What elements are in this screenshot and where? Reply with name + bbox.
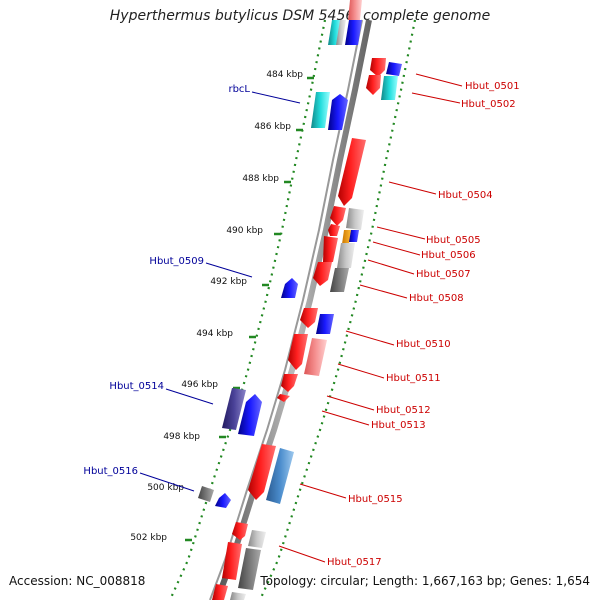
kbp-label-494: 494 kbp (196, 329, 233, 339)
label-hbut-0510[interactable]: Hbut_0510 (396, 339, 451, 350)
label-hbut-0502[interactable]: Hbut_0502 (461, 99, 516, 110)
gene-hbut-0508[interactable] (330, 268, 349, 292)
gene-hbut-0501[interactable] (370, 58, 386, 77)
kbp-label-496: 496 kbp (181, 380, 218, 390)
label-hbut-0508[interactable]: Hbut_0508 (409, 293, 464, 304)
gene-reverse-top-blue[interactable] (345, 20, 362, 45)
gene-hbut-0517b[interactable] (222, 542, 242, 580)
gene-hbut-0505b[interactable] (328, 224, 340, 236)
map-title: Hyperthermus butylicus DSM 5456, complet… (109, 8, 491, 24)
gene-hbut-0517[interactable] (248, 530, 266, 548)
kbp-tick-marks (185, 76, 314, 542)
gene-reverse-top-gray[interactable] (336, 20, 346, 45)
gene-bottom-gray[interactable] (230, 592, 246, 600)
gene-hbut-0516[interactable] (198, 486, 214, 502)
gene-hbut-0510a[interactable] (300, 308, 318, 328)
kbp-label-502: 502 kbp (130, 533, 167, 543)
kbp-label-484: 484 kbp (266, 70, 303, 80)
gene-hbut-0514[interactable] (222, 388, 246, 430)
gene-hbut-0501b[interactable] (386, 62, 402, 76)
gene-hbut-0508a[interactable] (313, 262, 332, 286)
gene-hbut-0507a[interactable] (323, 236, 338, 262)
kbp-label-492: 492 kbp (210, 277, 247, 287)
gene-hbut-0507[interactable] (337, 243, 355, 268)
gene-forward-top-pink[interactable] (348, 0, 362, 20)
label-hbut-0511[interactable]: Hbut_0511 (386, 373, 441, 384)
gene-hbut-0502[interactable] (381, 76, 398, 100)
kbp-label-490: 490 kbp (226, 226, 263, 236)
kbp-label-486: 486 kbp (254, 122, 291, 132)
kbp-label-498: 498 kbp (163, 432, 200, 442)
gene-hbut-0512[interactable] (281, 374, 298, 392)
reverse-leader-lines (139, 91, 301, 492)
label-hbut-0507[interactable]: Hbut_0507 (416, 269, 471, 280)
gene-hbut-0505[interactable] (346, 208, 364, 230)
gene-hbut-0517a[interactable] (232, 522, 248, 540)
gene-hbut-0504[interactable] (338, 138, 366, 206)
forward-strand-guide (258, 19, 417, 600)
gene-rbcl[interactable] (311, 92, 330, 128)
topology-text: Topology: circular; Length: 1,667,163 bp… (260, 574, 590, 588)
label-hbut-0517[interactable]: Hbut_0517 (327, 557, 382, 568)
gene-hbut-0511a[interactable] (288, 334, 308, 370)
label-hbut-0515[interactable]: Hbut_0515 (348, 494, 403, 505)
forward-leader-lines (278, 73, 463, 563)
accession-text: Accession: NC_008818 (9, 574, 146, 588)
label-hbut-0512[interactable]: Hbut_0512 (376, 405, 431, 416)
gene-hbut-0511[interactable] (304, 338, 327, 376)
label-hbut-0501[interactable]: Hbut_0501 (465, 81, 520, 92)
gene-hbut-0506[interactable] (349, 230, 359, 242)
label-hbut-0513[interactable]: Hbut_0513 (371, 420, 426, 431)
label-rbcl[interactable]: rbcL (228, 84, 250, 95)
label-hbut-0509[interactable]: Hbut_0509 (149, 256, 204, 267)
gene-hbut-0517c[interactable] (238, 548, 261, 590)
gene-hbut-0514b[interactable] (238, 394, 262, 436)
gene-hbut-0502a[interactable] (366, 75, 381, 95)
label-hbut-0516[interactable]: Hbut_0516 (83, 466, 138, 477)
gene-hbut-0506-orange[interactable] (342, 230, 351, 244)
gene-hbut-0515a[interactable] (248, 444, 276, 500)
gene-hbut-0509[interactable] (281, 278, 298, 298)
label-hbut-0504[interactable]: Hbut_0504 (438, 190, 493, 201)
label-hbut-0514[interactable]: Hbut_0514 (109, 381, 164, 392)
gene-hbut-0515[interactable] (266, 448, 294, 504)
gene-bottom-red[interactable] (212, 584, 228, 600)
gene-hbut-0505a[interactable] (330, 206, 346, 226)
gene-hbut-0510[interactable] (316, 314, 334, 334)
gene-rbcl-b[interactable] (328, 94, 348, 130)
gene-hbut-0513[interactable] (277, 394, 290, 402)
kbp-label-488: 488 kbp (242, 174, 279, 184)
gene-hbut-0516b[interactable] (215, 493, 231, 508)
kbp-label-500: 500 kbp (147, 483, 184, 493)
reverse-strand-guide (168, 19, 327, 600)
label-hbut-0506[interactable]: Hbut_0506 (421, 250, 476, 261)
label-hbut-0505[interactable]: Hbut_0505 (426, 235, 481, 246)
